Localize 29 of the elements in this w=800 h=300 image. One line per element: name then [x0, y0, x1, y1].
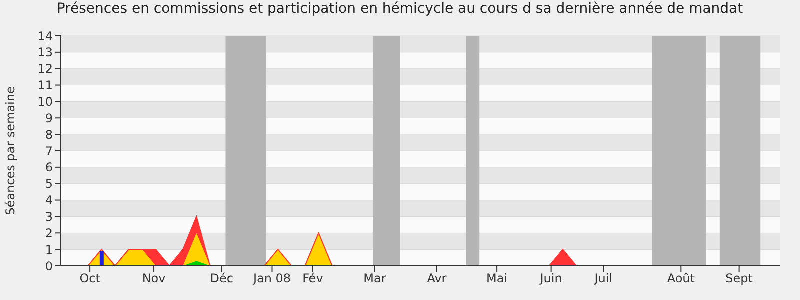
y-tick-label: 13 — [38, 46, 53, 60]
x-tick-label: Déc — [210, 272, 234, 286]
y-tick-label: 11 — [38, 78, 53, 93]
x-tick-label: Jan 08 — [252, 272, 292, 286]
y-tick-label: 10 — [38, 94, 53, 109]
chart-title: Présences en commissions et participation en hémicycle au cours d sa dernière année de mandat — [56, 1, 744, 17]
y-tick-label: 3 — [45, 210, 53, 224]
y-tick-label: 0 — [45, 259, 53, 274]
y-tick-label: 1 — [45, 242, 53, 257]
x-tick-label: Mai — [486, 272, 508, 286]
y-axis-title: Séances par semaine — [3, 86, 18, 216]
y-tick-label: 7 — [45, 144, 53, 158]
x-tick-label: Fév — [302, 272, 324, 286]
y-tick-label: 4 — [45, 194, 53, 208]
x-tick-label: Juin — [539, 272, 562, 286]
x-tick-label: Oct — [80, 272, 101, 286]
x-tick-label: Avr — [427, 272, 447, 286]
x-tick-label: Août — [667, 272, 696, 286]
x-tick-label: Juil — [594, 272, 613, 286]
y-tick-label: 5 — [45, 177, 53, 192]
x-tick-label: Nov — [142, 272, 166, 286]
y-tick-label: 12 — [38, 62, 53, 76]
y-tick-label: 14 — [38, 29, 53, 44]
y-tick-label: 9 — [45, 111, 53, 126]
x-tick-label: Sept — [726, 272, 754, 286]
y-tick-label: 6 — [45, 160, 53, 175]
y-tick-label: 8 — [45, 128, 53, 142]
x-tick-label: Mar — [364, 272, 386, 286]
y-tick-label: 2 — [45, 226, 53, 240]
